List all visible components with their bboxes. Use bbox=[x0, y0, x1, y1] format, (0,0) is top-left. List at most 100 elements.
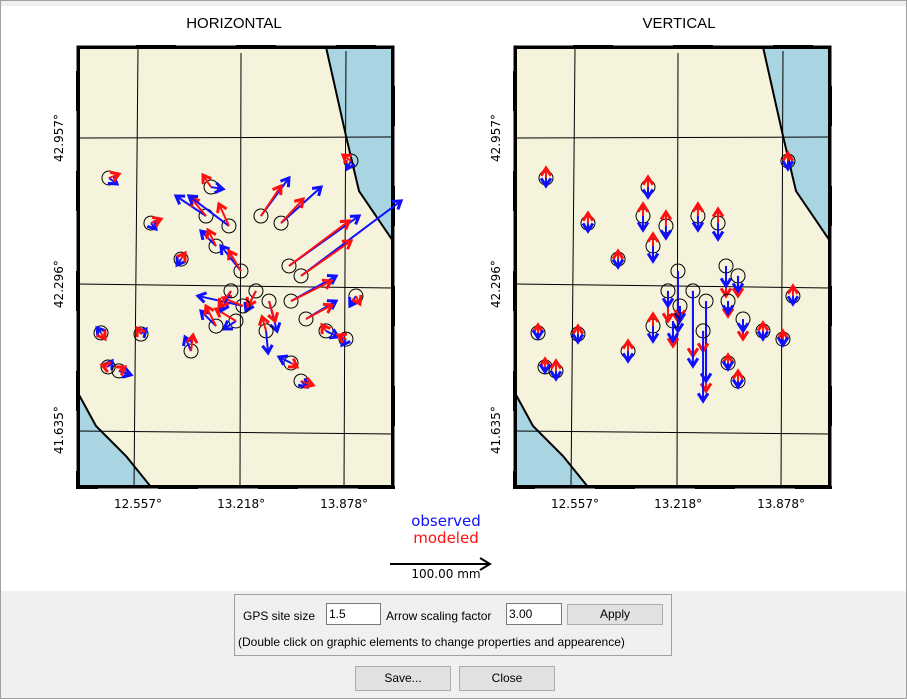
observed-vertical-arrow[interactable] bbox=[549, 370, 563, 382]
observed-vertical-arrow[interactable] bbox=[686, 290, 700, 369]
close-button[interactable]: Close bbox=[459, 666, 555, 691]
modeled-horizontal-arrow[interactable] bbox=[290, 278, 334, 302]
observed-vertical-arrow[interactable] bbox=[781, 160, 795, 172]
modeled-horizontal-arrow[interactable] bbox=[305, 302, 335, 320]
modeled-horizontal-arrow[interactable] bbox=[99, 361, 112, 374]
observed-horizontal-arrow[interactable] bbox=[221, 320, 237, 331]
modeled-horizontal-arrow[interactable] bbox=[257, 314, 270, 332]
observed-vertical-arrow[interactable] bbox=[539, 177, 553, 189]
observed-vertical-arrow[interactable] bbox=[719, 265, 733, 289]
observed-vertical-arrow[interactable] bbox=[721, 360, 735, 372]
observed-vertical-arrow[interactable] bbox=[786, 295, 800, 307]
modeled-vertical-arrow[interactable] bbox=[756, 320, 770, 332]
modeled-horizontal-arrow[interactable] bbox=[216, 201, 230, 227]
observed-vertical-arrow[interactable] bbox=[538, 363, 552, 375]
observed-vertical-arrow[interactable] bbox=[646, 246, 660, 264]
modeled-vertical-arrow[interactable] bbox=[711, 206, 725, 224]
legend[interactable]: observed modeled 100.00 mm bbox=[381, 513, 511, 582]
observed-horizontal-arrow[interactable] bbox=[95, 325, 107, 338]
observed-vertical-arrow[interactable] bbox=[721, 301, 735, 316]
observed-vertical-arrow[interactable] bbox=[621, 351, 635, 364]
modeled-horizontal-arrow[interactable] bbox=[108, 170, 122, 183]
modeled-horizontal-arrow[interactable] bbox=[205, 227, 217, 247]
site-size-input[interactable] bbox=[326, 603, 381, 625]
modeled-horizontal-arrow[interactable] bbox=[227, 248, 242, 272]
legend-scale-arrow[interactable] bbox=[386, 554, 496, 574]
observed-horizontal-arrow[interactable] bbox=[199, 309, 217, 327]
observed-horizontal-arrow[interactable] bbox=[261, 330, 274, 356]
modeled-vertical-arrow[interactable] bbox=[611, 248, 625, 260]
arrow-scale-input[interactable] bbox=[506, 603, 562, 625]
observed-vertical-arrow[interactable] bbox=[636, 216, 650, 233]
observed-vertical-arrow[interactable] bbox=[671, 271, 685, 334]
observed-vertical-arrow[interactable] bbox=[661, 290, 675, 309]
modeled-horizontal-arrow[interactable] bbox=[186, 332, 199, 352]
observed-vertical-arrow[interactable] bbox=[736, 318, 750, 334]
observed-vertical-arrow[interactable] bbox=[731, 378, 745, 390]
modeled-vertical-arrow[interactable] bbox=[646, 231, 660, 247]
modeled-horizontal-arrow[interactable] bbox=[340, 153, 353, 165]
observed-vertical-arrow[interactable] bbox=[581, 222, 595, 234]
modeled-vertical-arrow[interactable] bbox=[549, 358, 563, 371]
observed-vertical-arrow[interactable] bbox=[731, 275, 745, 294]
observed-vertical-arrow[interactable] bbox=[641, 187, 655, 200]
observed-vertical-arrow[interactable] bbox=[776, 336, 790, 348]
modeled-vertical-arrow[interactable] bbox=[659, 209, 673, 226]
apply-button[interactable]: Apply bbox=[567, 604, 663, 625]
modeled-vertical-arrow[interactable] bbox=[571, 323, 585, 335]
modeled-horizontal-arrow[interactable] bbox=[260, 183, 283, 217]
modeled-vertical-arrow[interactable] bbox=[781, 150, 795, 162]
modeled-horizontal-arrow[interactable] bbox=[351, 294, 363, 307]
modeled-horizontal-arrow[interactable] bbox=[115, 365, 128, 376]
modeled-vertical-arrow[interactable] bbox=[531, 322, 545, 334]
observed-horizontal-arrow[interactable] bbox=[340, 335, 351, 348]
observed-horizontal-arrow[interactable] bbox=[146, 219, 158, 232]
observed-vertical-arrow[interactable] bbox=[531, 329, 545, 341]
modeled-vertical-arrow[interactable] bbox=[641, 174, 655, 188]
modeled-vertical-arrow[interactable] bbox=[721, 352, 735, 364]
modeled-horizontal-arrow[interactable] bbox=[280, 197, 305, 224]
observed-vertical-arrow[interactable] bbox=[756, 330, 770, 342]
modeled-vertical-arrow[interactable] bbox=[731, 368, 745, 382]
observed-vertical-arrow[interactable] bbox=[711, 223, 725, 242]
observed-horizontal-arrow[interactable] bbox=[276, 354, 292, 366]
modeled-vertical-arrow[interactable] bbox=[581, 210, 595, 224]
modeled-vertical-arrow[interactable] bbox=[538, 356, 552, 368]
horizontal-map[interactable]: 12.557° 13.218° 13.878° 42.957° 42.296° 41.63… bbox=[1, 1, 421, 521]
modeled-vertical-arrow[interactable] bbox=[691, 201, 705, 217]
modeled-vertical-arrow[interactable] bbox=[621, 338, 635, 352]
modeled-vertical-arrow[interactable] bbox=[786, 283, 800, 297]
observed-horizontal-arrow[interactable] bbox=[210, 181, 226, 195]
modeled-horizontal-arrow[interactable] bbox=[287, 358, 300, 369]
modeled-horizontal-arrow[interactable] bbox=[217, 290, 232, 310]
vertical-map[interactable]: 12.557° 13.218° 13.878° 42.957° 42.296° 41.63… bbox=[438, 1, 858, 521]
modeled-horizontal-arrow[interactable] bbox=[267, 300, 280, 324]
observed-vertical-arrow[interactable] bbox=[666, 320, 680, 344]
modeled-horizontal-arrow[interactable] bbox=[300, 377, 316, 389]
modeled-horizontal-arrow[interactable] bbox=[150, 215, 164, 228]
save-button[interactable]: Save... bbox=[355, 666, 451, 691]
observed-vertical-arrow[interactable] bbox=[659, 225, 673, 241]
observed-horizontal-arrow[interactable] bbox=[186, 194, 230, 227]
modeled-horizontal-arrow[interactable] bbox=[135, 325, 146, 338]
observed-horizontal-arrow[interactable] bbox=[175, 255, 187, 268]
modeled-vertical-arrow[interactable] bbox=[776, 328, 790, 340]
modeled-horizontal-arrow[interactable] bbox=[176, 250, 187, 263]
observed-vertical-arrow[interactable] bbox=[691, 216, 705, 233]
modeled-horizontal-arrow[interactable] bbox=[203, 303, 217, 327]
modeled-horizontal-arrow[interactable] bbox=[96, 329, 107, 342]
modeled-horizontal-arrow[interactable] bbox=[335, 332, 348, 344]
observed-horizontal-arrow[interactable] bbox=[118, 366, 134, 379]
modeled-horizontal-arrow[interactable] bbox=[320, 322, 331, 335]
observed-vertical-arrow[interactable] bbox=[571, 333, 585, 345]
observed-vertical-arrow[interactable] bbox=[696, 330, 710, 404]
modeled-horizontal-arrow[interactable] bbox=[288, 219, 352, 267]
modeled-horizontal-arrow[interactable] bbox=[300, 239, 354, 277]
modeled-vertical-arrow[interactable] bbox=[636, 201, 650, 217]
observed-vertical-arrow[interactable] bbox=[646, 326, 660, 344]
gps-site-marker bbox=[293, 268, 309, 284]
modeled-vertical-arrow[interactable] bbox=[539, 165, 553, 179]
observed-vertical-arrow[interactable] bbox=[611, 258, 625, 270]
modeled-vertical-arrow[interactable] bbox=[646, 311, 660, 327]
modeled-horizontal-arrow[interactable] bbox=[201, 172, 212, 188]
